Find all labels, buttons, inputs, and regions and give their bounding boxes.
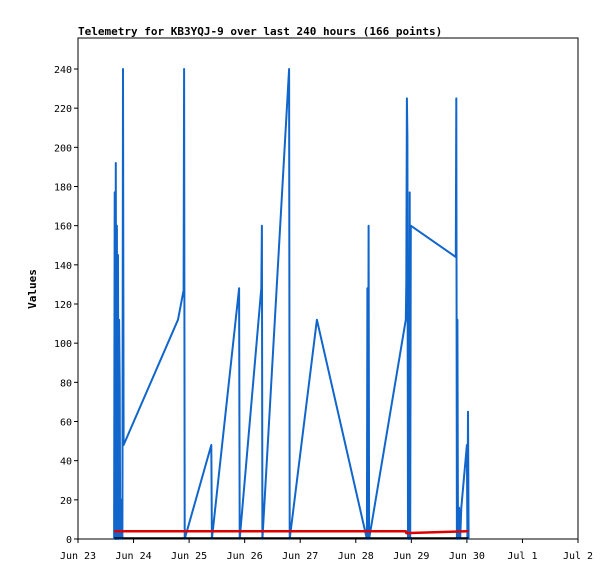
- y-tick-label: 80: [60, 378, 72, 389]
- series-layer: [113, 68, 470, 540]
- x-tick-label: Jun 26: [227, 551, 263, 562]
- y-tick-label: 200: [54, 143, 72, 154]
- y-tick-label: 100: [54, 339, 72, 350]
- y-axis-label: Values: [26, 269, 39, 309]
- y-tick-label: 60: [60, 418, 72, 429]
- y-tick-label: 140: [54, 261, 72, 272]
- series-line-red: [114, 529, 469, 535]
- plot-area-frame: [77, 37, 579, 540]
- y-tick-label: 40: [60, 457, 72, 468]
- x-tick-label: Jul 1: [507, 551, 537, 562]
- y-axis-ticks: 0 20 40 60 80 100 120 140 160 180 200 220 240: [54, 65, 78, 546]
- x-tick-label: Jun 28: [338, 551, 374, 562]
- x-tick-label: Jun 27: [282, 551, 318, 562]
- y-tick-label: 0: [66, 535, 72, 546]
- chart-title: Telemetry for KB3YQJ-9 over last 240 hou…: [78, 25, 442, 38]
- x-tick-label: Jul 2: [563, 551, 593, 562]
- y-tick-label: 240: [54, 65, 72, 76]
- x-tick-label: Jun 23: [60, 551, 96, 562]
- series-line-blue: [113, 68, 470, 540]
- y-tick-label: 120: [54, 300, 72, 311]
- y-tick-label: 20: [60, 496, 72, 507]
- x-axis-ticks: Jun 23 Jun 24 Jun 25 Jun 26 Jun 27 Jun 28 Jun …: [60, 539, 593, 562]
- x-tick-label: Jun 29: [393, 551, 429, 562]
- y-tick-label: 180: [54, 183, 72, 194]
- x-tick-label: Jun 24: [115, 551, 151, 562]
- y-tick-label: 220: [54, 104, 72, 115]
- x-tick-label: Jun 30: [449, 551, 485, 562]
- y-tick-label: 160: [54, 222, 72, 233]
- x-tick-label: Jun 25: [171, 551, 207, 562]
